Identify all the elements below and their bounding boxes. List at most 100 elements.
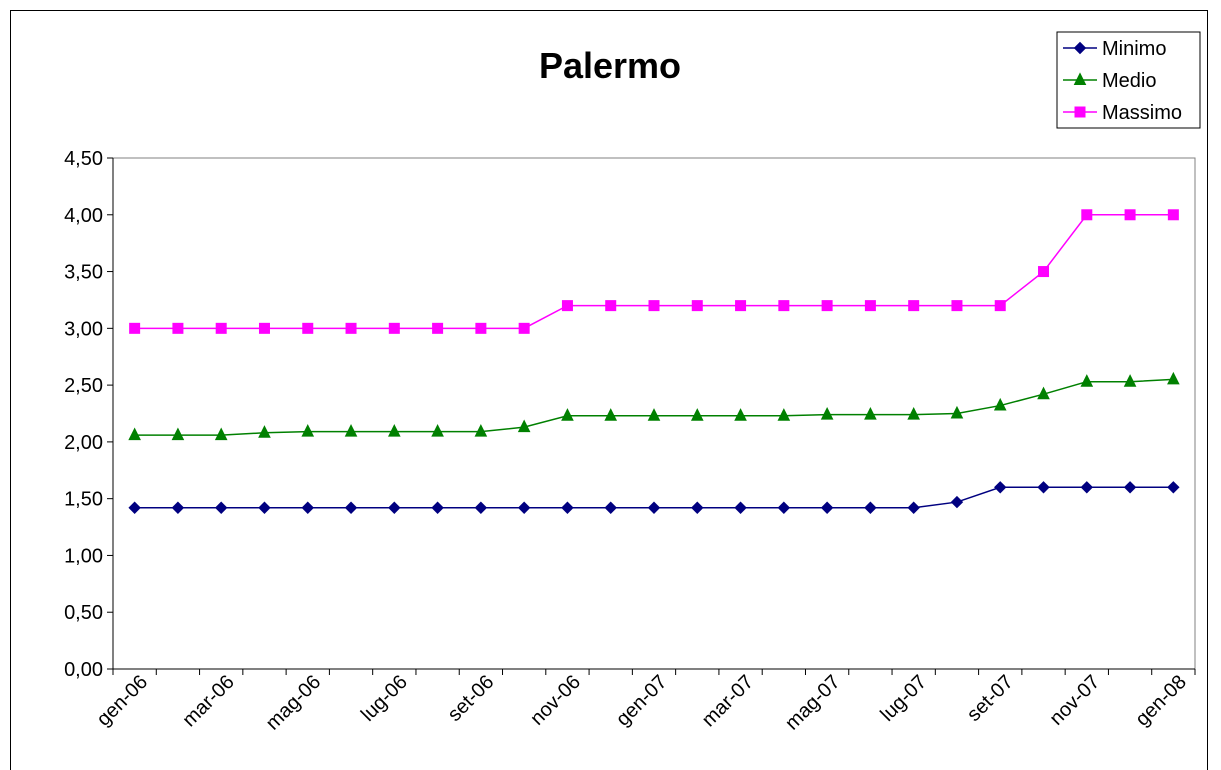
x-tick-label: mag-07 (781, 671, 845, 735)
data-point-medio (517, 419, 531, 433)
data-point-medio (690, 408, 704, 421)
data-point-massimo (1038, 266, 1050, 278)
y-tick-label: 4,50 (64, 148, 103, 170)
y-tick-label: 4,00 (64, 205, 103, 227)
data-point-massimo (129, 322, 141, 334)
x-tick-label: nov-06 (526, 671, 585, 730)
data-point-minimo (691, 501, 704, 514)
data-point-massimo (864, 300, 876, 312)
data-point-minimo (344, 501, 358, 514)
data-point-medio (388, 424, 401, 437)
y-tick-label: 1,00 (64, 545, 103, 567)
series-line-medio (134, 378, 1174, 436)
data-point-massimo (388, 322, 400, 334)
data-point-medio (214, 427, 228, 441)
y-tick-label: 1,50 (64, 489, 103, 511)
data-point-minimo (604, 501, 617, 514)
legend: Minimo Medio Massimo (1056, 31, 1201, 129)
data-point-minimo (1123, 481, 1137, 494)
x-tick-label: mar-06 (178, 671, 238, 731)
data-point-massimo (518, 322, 530, 334)
data-point-massimo (908, 300, 920, 312)
data-point-medio (604, 408, 618, 421)
x-tick-label: set-06 (444, 671, 499, 726)
data-point-medio (128, 427, 141, 441)
legend-marker-minimo (1073, 41, 1087, 55)
x-tick-label: gen-08 (1131, 671, 1191, 731)
x-tick-label: lug-06 (357, 671, 412, 726)
data-point-medio (820, 407, 834, 420)
data-point-medio (474, 424, 488, 437)
data-point-massimo (345, 322, 357, 334)
data-point-minimo (388, 501, 401, 514)
data-point-medio (777, 408, 791, 421)
data-point-minimo (1167, 481, 1180, 494)
data-point-minimo (301, 501, 314, 514)
legend-marker-medio (1073, 72, 1087, 85)
data-point-medio (734, 408, 747, 421)
x-tick-label: nov-07 (1046, 671, 1105, 730)
y-tick-label: 3,00 (64, 318, 103, 340)
y-tick-label: 0,50 (64, 602, 103, 624)
data-point-medio (907, 407, 920, 420)
x-tick-label: mar-07 (698, 671, 758, 731)
data-point-medio (950, 405, 964, 419)
data-point-minimo (864, 501, 877, 514)
data-point-minimo (474, 501, 488, 514)
data-point-medio (1167, 371, 1180, 385)
data-point-medio (561, 408, 574, 421)
data-point-minimo (128, 501, 141, 514)
legend-label-minimo: Minimo (1102, 38, 1166, 60)
data-point-medio (1123, 374, 1137, 387)
data-point-massimo (172, 322, 184, 334)
data-point-medio (258, 425, 271, 438)
data-point-massimo (994, 300, 1006, 312)
data-point-massimo (475, 322, 487, 334)
legend-label-massimo: Massimo (1102, 102, 1182, 124)
data-point-medio (301, 424, 315, 437)
y-tick-label: 0,00 (64, 659, 103, 681)
data-point-massimo (215, 322, 227, 334)
data-point-massimo (951, 300, 963, 312)
legend-label-medio: Medio (1102, 70, 1156, 92)
data-point-massimo (1081, 209, 1093, 221)
data-point-minimo (214, 501, 228, 514)
data-point-minimo (820, 501, 834, 514)
x-tick-label: gen-07 (612, 671, 672, 731)
data-point-minimo (950, 495, 964, 509)
data-point-massimo (735, 300, 747, 312)
data-point-minimo (171, 501, 185, 514)
chart-title: Palermo (539, 45, 681, 86)
data-point-minimo (1080, 481, 1094, 494)
plot-area: 0,00 0,50 1,00 1,50 2,00 2,50 3,00 3,50 4,00 4,50… (64, 148, 1196, 735)
data-point-massimo (648, 300, 660, 312)
y-tick-label: 2,00 (64, 432, 103, 454)
data-point-medio (993, 397, 1007, 411)
data-point-massimo (691, 300, 703, 312)
data-point-minimo (561, 501, 574, 514)
data-point-massimo (432, 322, 444, 334)
chart-frame (10, 10, 1208, 770)
data-point-massimo (1167, 209, 1179, 221)
data-point-massimo (561, 300, 573, 312)
data-point-massimo (605, 300, 617, 312)
data-point-minimo (647, 501, 661, 514)
data-point-minimo (734, 501, 747, 514)
data-point-minimo (517, 501, 531, 514)
x-tick-label: mag-06 (262, 671, 326, 735)
data-point-massimo (778, 300, 790, 312)
data-point-massimo (1124, 209, 1136, 221)
data-point-medio (864, 407, 877, 420)
data-point-massimo (821, 300, 833, 312)
data-point-minimo (777, 501, 791, 514)
series-line-massimo (134, 214, 1174, 330)
data-point-minimo (994, 481, 1007, 494)
data-point-massimo (302, 322, 314, 334)
data-point-minimo (907, 501, 920, 514)
data-point-medio (647, 408, 661, 421)
data-point-medio (1080, 374, 1094, 387)
data-point-massimo (258, 322, 270, 334)
legend-marker-massimo (1074, 106, 1086, 118)
data-point-medio (1037, 386, 1050, 400)
